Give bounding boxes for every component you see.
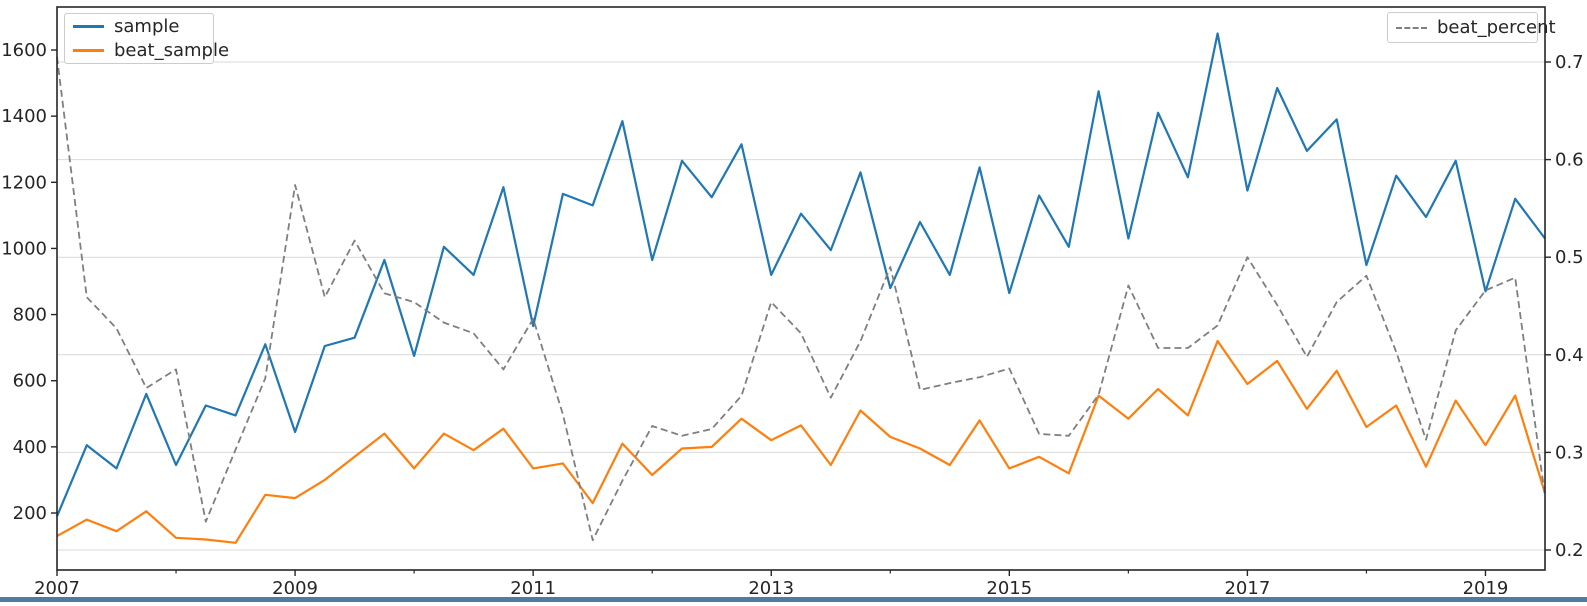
legend-entry-sample[interactable]: sample (73, 16, 203, 37)
series-beat_sample-line (56, 339, 1547, 544)
beat-sample-line-swatch (73, 49, 104, 52)
x-tick-label: 2013 (748, 578, 794, 594)
sample-line-swatch (73, 25, 104, 28)
y-left-tick-label: 1000 (1, 238, 47, 259)
y-left-tick-label: 200 (13, 503, 47, 524)
legend-right[interactable]: beat_percent (1387, 12, 1556, 43)
x-tick-label: 2019 (1463, 578, 1509, 594)
y-left-tick-label: 1200 (1, 172, 47, 193)
series-sample-line (55, 32, 1546, 517)
x-tick-label: 2015 (986, 578, 1032, 594)
x-tick-label: 2009 (272, 578, 318, 594)
beat-percent-line-swatch (1396, 26, 1427, 29)
legend-label-sample: sample (114, 16, 180, 37)
x-tick-label: 2007 (34, 578, 80, 594)
y-right-tick-label: 0.6 (1555, 150, 1584, 171)
x-tick-label: 2017 (1224, 578, 1270, 594)
window-bottom-border-bar (0, 597, 1587, 602)
legend-entry-beat-percent[interactable]: beat_percent (1396, 17, 1556, 38)
y-right-tick-label: 0.5 (1555, 247, 1584, 268)
y-right-tick-label: 0.4 (1555, 345, 1584, 366)
y-left-tick-label: 1600 (1, 40, 47, 61)
legend-label-beat-percent: beat_percent (1437, 17, 1556, 38)
y-left-tick-label: 400 (13, 437, 47, 458)
y-left-tick-label: 800 (13, 305, 47, 326)
y-left-tick-label: 1400 (1, 106, 47, 127)
legend-label-beat-sample: beat_sample (114, 40, 230, 61)
legend-entry-beat-sample[interactable]: beat_sample (73, 40, 229, 61)
plot-border (56, 6, 1546, 571)
y-right-tick-label: 0.3 (1555, 442, 1584, 463)
y-right-tick-label: 0.7 (1555, 52, 1584, 73)
x-tick-label: 2011 (510, 578, 556, 594)
y-left-tick-label: 600 (13, 371, 47, 392)
series-beat_percent-line (56, 56, 1546, 542)
legend-left[interactable]: sample beat_sample (64, 13, 229, 64)
y-right-tick-label: 0.2 (1555, 540, 1584, 561)
